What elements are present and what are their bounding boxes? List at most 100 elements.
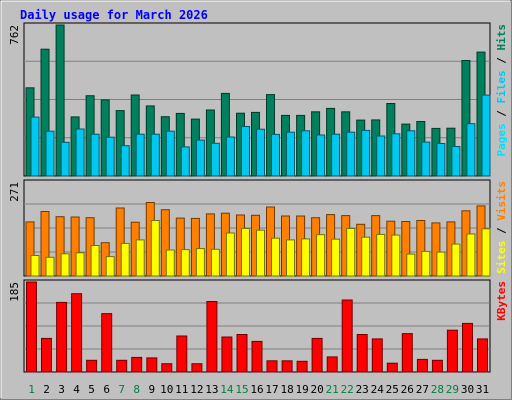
bar-kbytes-day-9 bbox=[146, 357, 158, 373]
bar-files-day-26 bbox=[406, 130, 416, 177]
bar-sites-day-27 bbox=[421, 250, 431, 277]
legend-hits-files-pages: Pages / Files / Hits bbox=[495, 24, 508, 157]
x-tick-label-day-22: 22 bbox=[341, 383, 354, 396]
x-tick-label-day-21: 21 bbox=[326, 383, 339, 396]
bar-sites-day-7 bbox=[120, 242, 130, 277]
bar-files-day-2 bbox=[45, 130, 55, 177]
bar-kbytes-day-19 bbox=[296, 360, 308, 373]
bar-visits-day-7 bbox=[115, 207, 125, 277]
x-tick-label-day-11: 11 bbox=[175, 383, 188, 396]
bar-hits-day-14 bbox=[220, 92, 230, 177]
bar-visits-day-11 bbox=[175, 217, 185, 277]
x-tick-label-day-14: 14 bbox=[220, 383, 234, 396]
bar-visits-day-26 bbox=[401, 221, 411, 277]
legend-entry-sites: Sites bbox=[495, 241, 508, 274]
bar-sites-day-1 bbox=[30, 255, 40, 277]
bar-visits-day-3 bbox=[55, 216, 65, 277]
x-tick-label-day-23: 23 bbox=[356, 383, 369, 396]
bar-hits-day-30 bbox=[461, 60, 471, 177]
x-tick-label-day-4: 4 bbox=[73, 383, 80, 396]
x-tick-label-day-9: 9 bbox=[148, 383, 155, 396]
bar-sites-day-16 bbox=[256, 229, 265, 277]
bar-sites-day-26 bbox=[406, 253, 416, 277]
bar-sites-day-31 bbox=[481, 228, 491, 277]
bar-files-day-31 bbox=[481, 94, 491, 177]
bar-sites-day-17 bbox=[271, 237, 280, 277]
panel-kbytes: 185 KBytes bbox=[8, 279, 508, 373]
x-tick-label-day-17: 17 bbox=[265, 383, 278, 396]
bar-kbytes-day-14 bbox=[221, 336, 233, 373]
legend-entry-kbytes: KBytes bbox=[495, 281, 508, 321]
bar-sites-day-8 bbox=[135, 239, 145, 277]
bar-sites-day-30 bbox=[466, 233, 476, 277]
bar-kbytes-day-31 bbox=[477, 338, 488, 373]
legend-kbytes: KBytes bbox=[495, 281, 508, 321]
x-tick-label-day-3: 3 bbox=[58, 383, 65, 396]
bar-hits-day-11 bbox=[175, 112, 185, 177]
bar-kbytes-day-16 bbox=[251, 340, 263, 373]
x-tick-label-day-18: 18 bbox=[280, 383, 293, 396]
bar-kbytes-day-20 bbox=[311, 337, 323, 373]
bar-files-day-15 bbox=[241, 126, 250, 177]
bar-hits-day-3 bbox=[55, 24, 65, 177]
bar-kbytes-day-6 bbox=[101, 313, 113, 373]
bar-files-day-10 bbox=[165, 130, 175, 177]
bar-visits-day-13 bbox=[205, 213, 215, 277]
bar-sites-day-5 bbox=[90, 245, 100, 277]
bar-files-day-19 bbox=[301, 130, 311, 177]
x-tick-label-day-1: 1 bbox=[28, 383, 35, 396]
bar-kbytes-day-13 bbox=[206, 301, 218, 373]
bar-files-day-22 bbox=[346, 131, 356, 177]
x-tick-label-day-30: 30 bbox=[461, 383, 474, 396]
x-tick-label-day-20: 20 bbox=[310, 383, 323, 396]
bar-sites-day-29 bbox=[451, 243, 461, 277]
panels-layer: 762 Pages / Files / Hits 271 Sites / Visits… bbox=[8, 22, 508, 373]
bar-visits-day-12 bbox=[190, 217, 200, 277]
panel-hits-files-pages: 762 Pages / Files / Hits bbox=[8, 22, 508, 177]
bar-files-day-27 bbox=[421, 141, 431, 177]
bar-visits-day-10 bbox=[160, 209, 170, 277]
bar-files-day-1 bbox=[30, 116, 40, 177]
x-tick-label-day-10: 10 bbox=[160, 383, 173, 396]
bar-kbytes-day-25 bbox=[386, 362, 398, 373]
y-max-label: 271 bbox=[8, 182, 21, 202]
legend-entry-pages: Pages bbox=[495, 123, 508, 156]
bar-sites-day-22 bbox=[346, 228, 356, 277]
x-tick-label-day-31: 31 bbox=[476, 383, 489, 396]
y-max-label: 185 bbox=[8, 282, 21, 302]
bar-kbytes-day-29 bbox=[446, 329, 458, 373]
x-tick-label-day-16: 16 bbox=[250, 383, 263, 396]
bar-sites-day-15 bbox=[241, 228, 250, 277]
x-tick-label-day-15: 15 bbox=[235, 383, 248, 396]
x-tick-label-day-12: 12 bbox=[190, 383, 203, 396]
x-tick-label-day-6: 6 bbox=[103, 383, 110, 396]
bar-files-day-24 bbox=[376, 135, 386, 177]
bar-kbytes-day-4 bbox=[71, 293, 83, 373]
bar-files-day-29 bbox=[451, 146, 461, 177]
bar-sites-day-18 bbox=[286, 239, 295, 277]
bar-files-day-14 bbox=[225, 136, 235, 177]
bar-visits-day-4 bbox=[70, 216, 80, 277]
x-tick-label-day-8: 8 bbox=[133, 383, 140, 396]
bar-kbytes-day-10 bbox=[161, 363, 173, 373]
bar-files-day-3 bbox=[60, 141, 70, 177]
bar-sites-day-28 bbox=[436, 251, 446, 277]
legend-separator: / bbox=[495, 51, 508, 71]
chart-title: Daily usage for March 2026 bbox=[20, 8, 208, 22]
bar-kbytes-day-7 bbox=[116, 359, 128, 373]
bar-sites-day-6 bbox=[105, 256, 115, 277]
bar-kbytes-day-15 bbox=[236, 334, 248, 373]
bar-files-day-9 bbox=[150, 133, 160, 177]
bar-kbytes-day-17 bbox=[266, 360, 278, 373]
x-tick-label-day-13: 13 bbox=[205, 383, 218, 396]
legend-separator: / bbox=[495, 104, 508, 124]
bar-sites-day-2 bbox=[45, 256, 55, 277]
bar-files-day-25 bbox=[391, 133, 401, 177]
bar-sites-day-3 bbox=[60, 253, 70, 277]
bar-sites-day-24 bbox=[376, 233, 386, 277]
bar-kbytes-day-30 bbox=[462, 322, 473, 373]
bar-files-day-5 bbox=[90, 133, 100, 177]
x-tick-label-day-19: 19 bbox=[295, 383, 308, 396]
y-max-label: 762 bbox=[8, 25, 21, 45]
bar-kbytes-day-28 bbox=[431, 359, 443, 373]
